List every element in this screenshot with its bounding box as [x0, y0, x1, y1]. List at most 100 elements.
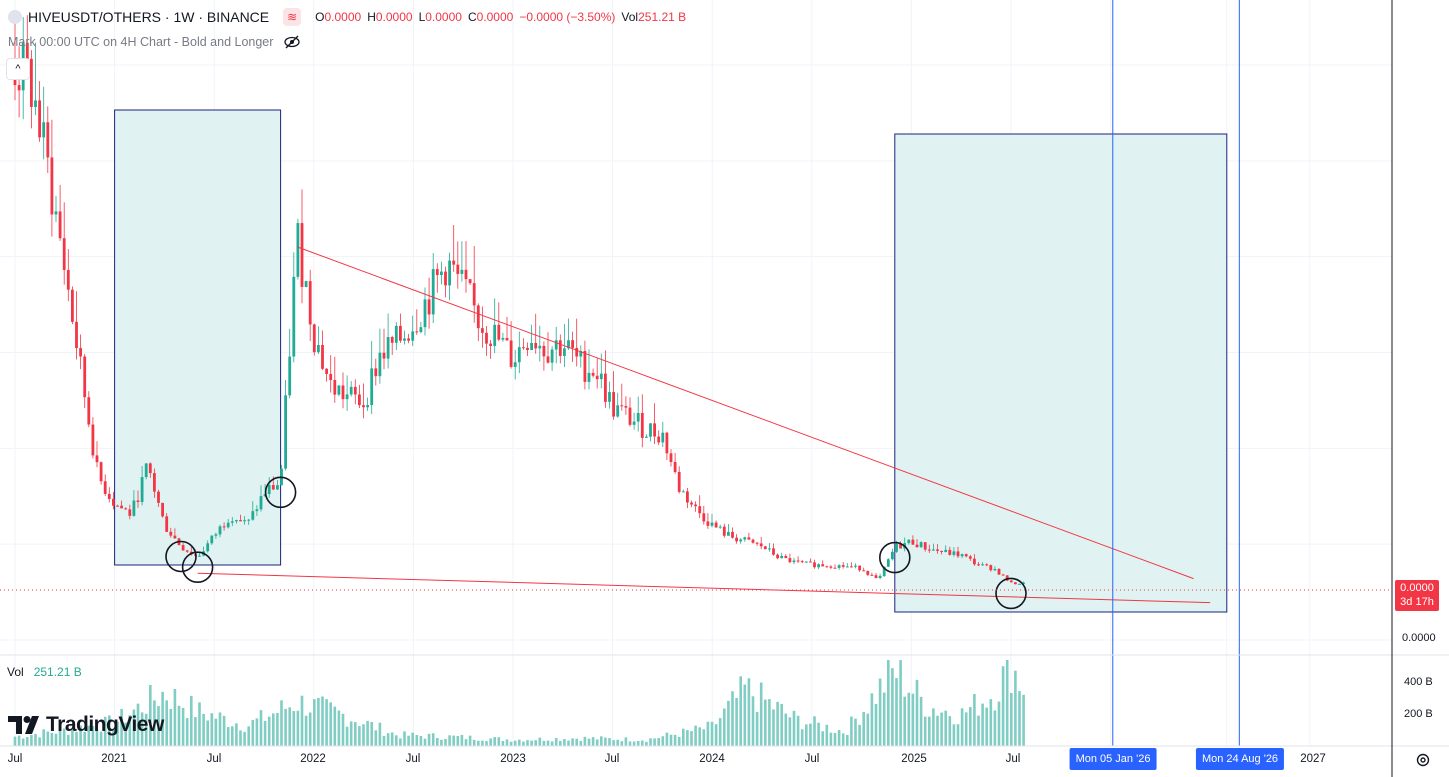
candle-body	[288, 356, 292, 396]
volume-bar	[173, 689, 177, 746]
symbol-title[interactable]: HIVEUSDT/OTHERS · 1W · BINANCE	[28, 9, 270, 25]
volume-bar	[501, 741, 505, 746]
volume-bar	[595, 739, 599, 746]
volume-bar	[530, 740, 533, 746]
volume-bar	[710, 721, 714, 746]
volume-bar	[604, 737, 607, 746]
volume-bar	[386, 733, 390, 746]
candle-body	[148, 463, 152, 474]
volume-bar	[673, 734, 677, 746]
volume-bar	[718, 718, 722, 746]
candle-body	[571, 340, 574, 348]
volume-bar	[964, 712, 968, 746]
candle-body	[776, 554, 779, 559]
volume-bar	[682, 728, 685, 746]
candle-body	[567, 340, 570, 349]
candle-body	[505, 337, 509, 341]
candle-body	[698, 506, 702, 514]
volume-bar	[563, 739, 566, 746]
volume-bar	[698, 727, 701, 746]
gear-icon[interactable]	[1415, 752, 1431, 768]
volume-bar	[850, 716, 853, 746]
candle-body	[358, 394, 361, 406]
candle-body	[71, 289, 74, 322]
volume-bar	[300, 695, 304, 746]
candle-body	[690, 502, 693, 505]
volume-bar	[411, 732, 414, 746]
volume-bar	[194, 717, 197, 746]
volume-bar	[837, 730, 841, 746]
chevron-up-icon[interactable]: ^	[6, 58, 30, 80]
candle-body	[686, 491, 689, 503]
candle-body	[825, 566, 829, 568]
candle-body	[214, 534, 218, 536]
volume-bar	[263, 720, 267, 746]
volume-bar	[796, 715, 800, 746]
low-marker-circle	[264, 476, 297, 509]
candle-body	[645, 436, 648, 438]
candle-body	[472, 283, 476, 306]
candle-body	[481, 328, 484, 333]
candle-body	[103, 481, 107, 494]
date-marker-label[interactable]: Mon 05 Jan '26	[1069, 748, 1157, 770]
volume-bar	[403, 731, 406, 746]
candle-body	[120, 505, 123, 509]
volume-bar	[349, 721, 353, 746]
volume-bar	[854, 718, 857, 746]
candle-body	[907, 539, 911, 544]
volume-bar	[846, 735, 849, 746]
volume-bar	[809, 723, 812, 746]
candle-body	[837, 565, 841, 568]
volume-bar	[969, 707, 972, 746]
volume-bar	[481, 740, 484, 746]
tradingview-logo[interactable]: TradingView	[8, 713, 164, 737]
candle-body	[964, 554, 968, 557]
heartbeat-icon[interactable]: ≋	[283, 8, 302, 26]
price-axis-label: 0.0000	[1402, 632, 1436, 644]
candle-body	[563, 348, 566, 356]
candle-body	[522, 347, 525, 349]
volume-bar	[415, 734, 419, 746]
indicator-legend[interactable]: Mark 00:00 UTC on 4H Chart - Bold and Lo…	[8, 35, 301, 49]
candle-body	[394, 325, 398, 343]
volume-bar	[727, 700, 730, 746]
date-marker-label[interactable]: Mon 24 Aug '26	[1195, 748, 1285, 770]
volume-bar	[169, 708, 173, 746]
volume-bar	[313, 699, 316, 746]
candle-body	[850, 566, 853, 568]
candle-body	[854, 565, 857, 567]
candle-body	[185, 550, 189, 552]
candle-body	[640, 412, 644, 438]
candle-body	[91, 424, 95, 456]
eye-hidden-icon[interactable]	[283, 35, 301, 49]
volume-bars	[13, 660, 1025, 746]
candle-body	[83, 356, 87, 398]
volume-bar	[83, 731, 86, 746]
volume-bar	[583, 736, 587, 746]
time-axis-label: 2025	[901, 753, 927, 765]
last-price-badge: 0.0000 3d 17h	[1395, 580, 1439, 611]
candle-body	[300, 223, 304, 287]
candle-body	[75, 321, 78, 349]
candle-body	[1018, 583, 1021, 585]
candle-body	[95, 455, 99, 463]
volume-bar	[485, 741, 488, 746]
candle-body	[460, 269, 464, 274]
candle-body	[809, 561, 812, 563]
candle-body	[403, 338, 406, 341]
candle-body	[718, 526, 722, 528]
volume-bar	[267, 716, 271, 746]
volume-bar	[153, 700, 156, 746]
volume-bar	[784, 713, 788, 746]
low-marker-circle	[878, 541, 911, 574]
candle-body	[886, 559, 890, 567]
volume-bar	[26, 737, 29, 746]
volume-bar	[891, 668, 894, 746]
trendline-drawings	[0, 0, 1392, 746]
candle-body	[431, 269, 435, 315]
candle-body	[140, 477, 144, 503]
volume-bar	[768, 699, 771, 746]
volume-bar	[911, 693, 915, 746]
